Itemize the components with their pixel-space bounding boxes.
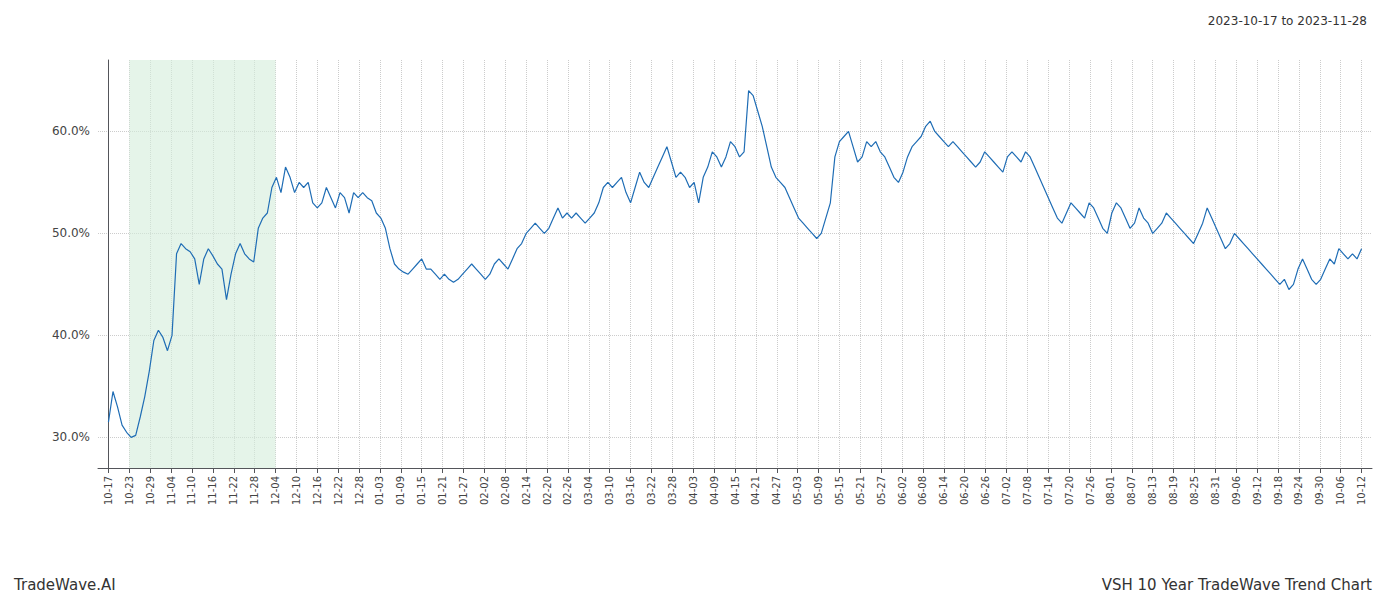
svg-text:07-20: 07-20 bbox=[1064, 476, 1075, 505]
svg-text:05-09: 05-09 bbox=[813, 476, 824, 505]
svg-text:07-08: 07-08 bbox=[1022, 476, 1033, 505]
svg-text:09-06: 09-06 bbox=[1231, 476, 1242, 505]
svg-text:09-30: 09-30 bbox=[1314, 476, 1325, 505]
svg-text:01-21: 01-21 bbox=[437, 476, 448, 505]
svg-text:02-08: 02-08 bbox=[500, 476, 511, 505]
svg-text:02-26: 02-26 bbox=[562, 476, 573, 505]
svg-text:06-20: 06-20 bbox=[959, 476, 970, 505]
svg-text:11-04: 11-04 bbox=[166, 476, 177, 505]
svg-text:30.0%: 30.0% bbox=[52, 430, 90, 444]
svg-text:10-23: 10-23 bbox=[124, 476, 135, 505]
svg-text:50.0%: 50.0% bbox=[52, 226, 90, 240]
svg-text:01-15: 01-15 bbox=[416, 476, 427, 505]
svg-text:08-31: 08-31 bbox=[1210, 476, 1221, 505]
svg-text:05-03: 05-03 bbox=[792, 476, 803, 505]
svg-text:2023-10-17 to 2023-11-28: 2023-10-17 to 2023-11-28 bbox=[1208, 14, 1367, 28]
svg-text:12-22: 12-22 bbox=[333, 476, 344, 505]
svg-text:12-10: 12-10 bbox=[291, 476, 302, 505]
svg-text:TradeWave.AI: TradeWave.AI bbox=[13, 576, 116, 594]
svg-text:04-03: 04-03 bbox=[688, 476, 699, 505]
svg-text:09-18: 09-18 bbox=[1273, 476, 1284, 505]
svg-text:VSH 10 Year TradeWave Trend Ch: VSH 10 Year TradeWave Trend Chart bbox=[1102, 576, 1372, 594]
svg-text:10-12: 10-12 bbox=[1356, 476, 1367, 505]
svg-text:11-22: 11-22 bbox=[228, 476, 239, 505]
svg-text:07-26: 07-26 bbox=[1085, 476, 1096, 505]
svg-text:09-12: 09-12 bbox=[1252, 476, 1263, 505]
svg-text:11-10: 11-10 bbox=[186, 476, 197, 505]
svg-text:60.0%: 60.0% bbox=[52, 124, 90, 138]
svg-text:07-02: 07-02 bbox=[1001, 476, 1012, 505]
svg-text:05-15: 05-15 bbox=[834, 476, 845, 505]
svg-text:03-16: 03-16 bbox=[625, 476, 636, 505]
svg-text:08-01: 08-01 bbox=[1105, 476, 1116, 505]
svg-text:09-24: 09-24 bbox=[1293, 476, 1304, 505]
svg-text:04-09: 04-09 bbox=[709, 476, 720, 505]
svg-text:02-14: 02-14 bbox=[521, 476, 532, 505]
svg-text:03-22: 03-22 bbox=[646, 476, 657, 505]
svg-text:01-27: 01-27 bbox=[458, 476, 469, 505]
svg-text:12-16: 12-16 bbox=[312, 476, 323, 505]
svg-text:08-13: 08-13 bbox=[1147, 476, 1158, 505]
svg-text:04-21: 04-21 bbox=[750, 476, 761, 505]
svg-text:10-06: 10-06 bbox=[1335, 476, 1346, 505]
svg-text:11-28: 11-28 bbox=[249, 476, 260, 505]
svg-text:40.0%: 40.0% bbox=[52, 328, 90, 342]
svg-text:03-10: 03-10 bbox=[604, 476, 615, 505]
svg-text:06-02: 06-02 bbox=[897, 476, 908, 505]
svg-text:02-02: 02-02 bbox=[479, 476, 490, 505]
svg-text:06-08: 06-08 bbox=[917, 476, 928, 505]
svg-text:03-04: 03-04 bbox=[583, 476, 594, 505]
svg-text:08-19: 08-19 bbox=[1168, 476, 1179, 505]
svg-text:06-14: 06-14 bbox=[938, 476, 949, 505]
svg-text:08-07: 08-07 bbox=[1126, 476, 1137, 505]
svg-text:01-03: 01-03 bbox=[374, 476, 385, 505]
svg-text:04-27: 04-27 bbox=[771, 476, 782, 505]
svg-text:03-28: 03-28 bbox=[667, 476, 678, 505]
svg-text:12-04: 12-04 bbox=[270, 476, 281, 505]
svg-text:04-15: 04-15 bbox=[730, 476, 741, 505]
svg-text:12-28: 12-28 bbox=[354, 476, 365, 505]
svg-text:10-17: 10-17 bbox=[103, 476, 114, 505]
svg-text:08-25: 08-25 bbox=[1189, 476, 1200, 505]
svg-text:10-29: 10-29 bbox=[145, 476, 156, 505]
svg-text:01-09: 01-09 bbox=[395, 476, 406, 505]
svg-text:02-20: 02-20 bbox=[542, 476, 553, 505]
svg-text:05-27: 05-27 bbox=[876, 476, 887, 505]
svg-text:11-16: 11-16 bbox=[207, 476, 218, 505]
svg-text:06-26: 06-26 bbox=[980, 476, 991, 505]
svg-text:07-14: 07-14 bbox=[1043, 476, 1054, 505]
svg-text:05-21: 05-21 bbox=[855, 476, 866, 505]
